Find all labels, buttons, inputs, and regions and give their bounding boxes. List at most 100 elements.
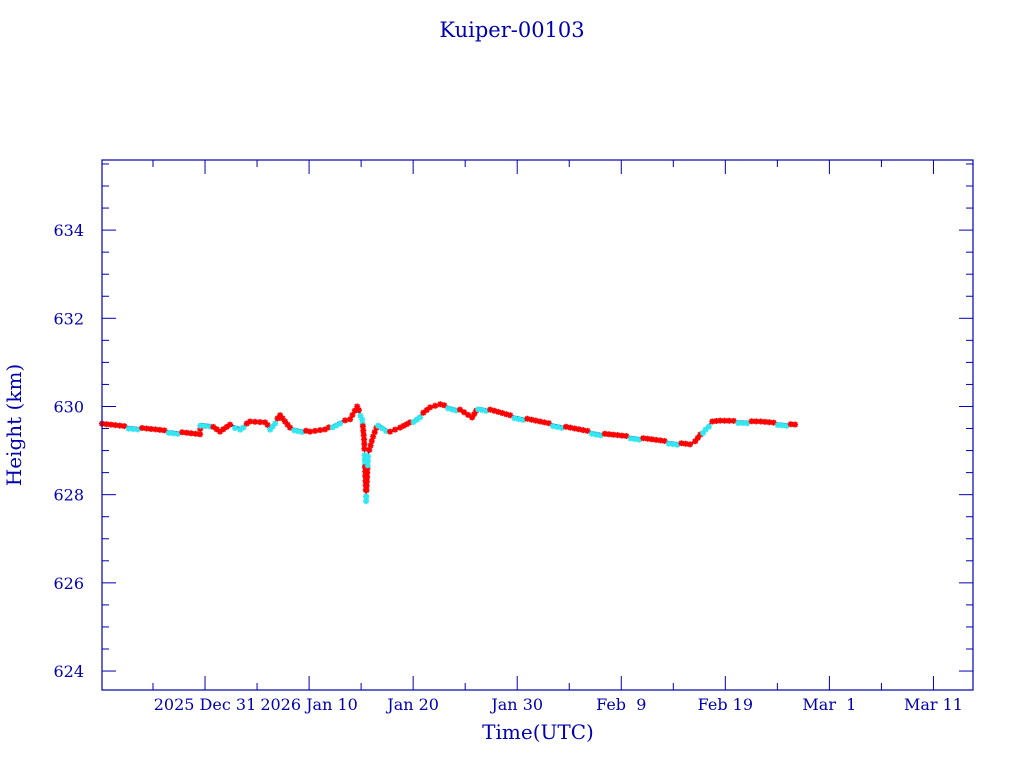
asterisk-marker-icon bbox=[619, 432, 625, 439]
data-point-marker bbox=[188, 430, 195, 437]
asterisk-marker-icon bbox=[524, 415, 531, 422]
asterisk-marker-icon bbox=[125, 425, 132, 432]
data-point-marker bbox=[363, 487, 370, 494]
asterisk-marker-icon bbox=[503, 411, 510, 418]
data-point-marker bbox=[274, 415, 281, 422]
data-point-marker bbox=[432, 402, 439, 409]
data-point-marker bbox=[375, 422, 382, 429]
data-point-marker bbox=[601, 430, 608, 437]
data-point-marker bbox=[584, 427, 591, 434]
asterisk-marker-icon bbox=[262, 419, 269, 426]
asterisk-marker-icon bbox=[227, 421, 233, 428]
asterisk-marker-icon bbox=[770, 419, 777, 426]
asterisk-marker-icon bbox=[601, 430, 608, 437]
data-point-marker bbox=[491, 407, 498, 414]
data-point-marker bbox=[367, 442, 374, 449]
data-point-marker bbox=[364, 462, 371, 469]
y-tick-label: 624 bbox=[53, 662, 84, 681]
data-point-marker bbox=[774, 422, 781, 428]
data-point-marker bbox=[197, 431, 203, 438]
data-point-marker bbox=[361, 452, 368, 459]
data-point-marker bbox=[284, 421, 291, 428]
data-point-marker bbox=[580, 427, 587, 434]
data-point-marker bbox=[359, 416, 366, 423]
asterisk-marker-icon bbox=[207, 423, 213, 430]
data-point-marker bbox=[357, 412, 364, 419]
data-point-marker bbox=[558, 424, 565, 431]
data-point-marker bbox=[537, 418, 544, 425]
data-point-marker bbox=[735, 420, 742, 426]
data-point-marker bbox=[770, 419, 777, 426]
data-point-marker bbox=[687, 441, 693, 448]
asterisk-marker-icon bbox=[445, 405, 452, 412]
asterisk-marker-icon bbox=[134, 426, 141, 433]
asterisk-marker-icon bbox=[567, 424, 574, 431]
data-point-marker bbox=[495, 408, 502, 415]
data-point-marker bbox=[461, 409, 467, 416]
data-point-marker bbox=[697, 431, 704, 438]
data-point-marker bbox=[363, 498, 370, 505]
data-point-marker bbox=[610, 431, 617, 438]
asterisk-marker-icon bbox=[368, 438, 375, 444]
asterisk-marker-icon bbox=[744, 420, 751, 427]
asterisk-marker-icon bbox=[410, 419, 417, 425]
data-point-marker bbox=[240, 424, 247, 431]
asterisk-marker-icon bbox=[252, 418, 259, 425]
data-point-marker bbox=[631, 436, 638, 442]
asterisk-marker-icon bbox=[247, 418, 254, 425]
data-point-marker bbox=[702, 426, 709, 433]
asterisk-marker-icon bbox=[588, 430, 595, 437]
data-point-marker bbox=[766, 419, 773, 426]
asterisk-marker-icon bbox=[364, 473, 371, 480]
asterisk-marker-icon bbox=[726, 417, 733, 424]
y-tick-label: 634 bbox=[53, 221, 84, 240]
data-point-marker bbox=[363, 478, 370, 485]
asterisk-marker-icon bbox=[375, 422, 382, 429]
asterisk-marker-icon bbox=[692, 438, 699, 445]
data-point-marker bbox=[550, 423, 556, 430]
data-point-marker bbox=[792, 421, 799, 428]
asterisk-marker-icon bbox=[475, 406, 482, 413]
y-tick-label: 632 bbox=[53, 309, 84, 328]
asterisk-marker-icon bbox=[213, 426, 220, 433]
asterisk-marker-icon bbox=[342, 417, 349, 424]
data-point-marker bbox=[361, 436, 368, 443]
data-point-marker bbox=[272, 420, 279, 427]
data-point-marker bbox=[413, 416, 420, 423]
asterisk-marker-icon bbox=[558, 424, 565, 431]
data-point-marker bbox=[349, 412, 356, 418]
data-point-marker bbox=[682, 440, 689, 447]
data-point-marker bbox=[457, 406, 463, 413]
asterisk-marker-icon bbox=[347, 416, 354, 423]
data-point-marker bbox=[717, 417, 724, 424]
x-tick-label: 2025 Dec 31 bbox=[154, 695, 257, 714]
data-point-marker bbox=[575, 426, 582, 433]
data-point-marker bbox=[528, 416, 535, 423]
asterisk-marker-icon bbox=[360, 432, 367, 439]
asterisk-marker-icon bbox=[627, 435, 634, 442]
asterisk-marker-icon bbox=[449, 406, 456, 413]
data-point-marker bbox=[545, 420, 552, 427]
data-point-marker bbox=[207, 423, 213, 430]
data-point-marker bbox=[148, 426, 154, 432]
asterisk-marker-icon bbox=[606, 431, 613, 438]
data-point-marker bbox=[220, 426, 227, 433]
asterisk-marker-icon bbox=[457, 406, 463, 413]
data-point-marker bbox=[156, 426, 163, 433]
asterisk-marker-icon bbox=[465, 411, 472, 418]
asterisk-marker-icon bbox=[355, 407, 362, 414]
data-point-marker bbox=[423, 407, 430, 413]
data-point-marker bbox=[364, 473, 371, 480]
asterisk-marker-icon bbox=[554, 424, 561, 430]
asterisk-marker-icon bbox=[753, 418, 760, 425]
asterisk-marker-icon bbox=[282, 418, 288, 425]
data-point-marker bbox=[210, 423, 217, 430]
asterisk-marker-icon bbox=[156, 426, 163, 433]
asterisk-marker-icon bbox=[379, 425, 386, 432]
asterisk-marker-icon bbox=[792, 421, 799, 428]
data-point-marker bbox=[139, 425, 146, 431]
asterisk-marker-icon bbox=[366, 447, 373, 453]
data-point-marker bbox=[520, 416, 526, 423]
asterisk-marker-icon bbox=[571, 425, 578, 432]
data-point-marker bbox=[143, 425, 150, 432]
